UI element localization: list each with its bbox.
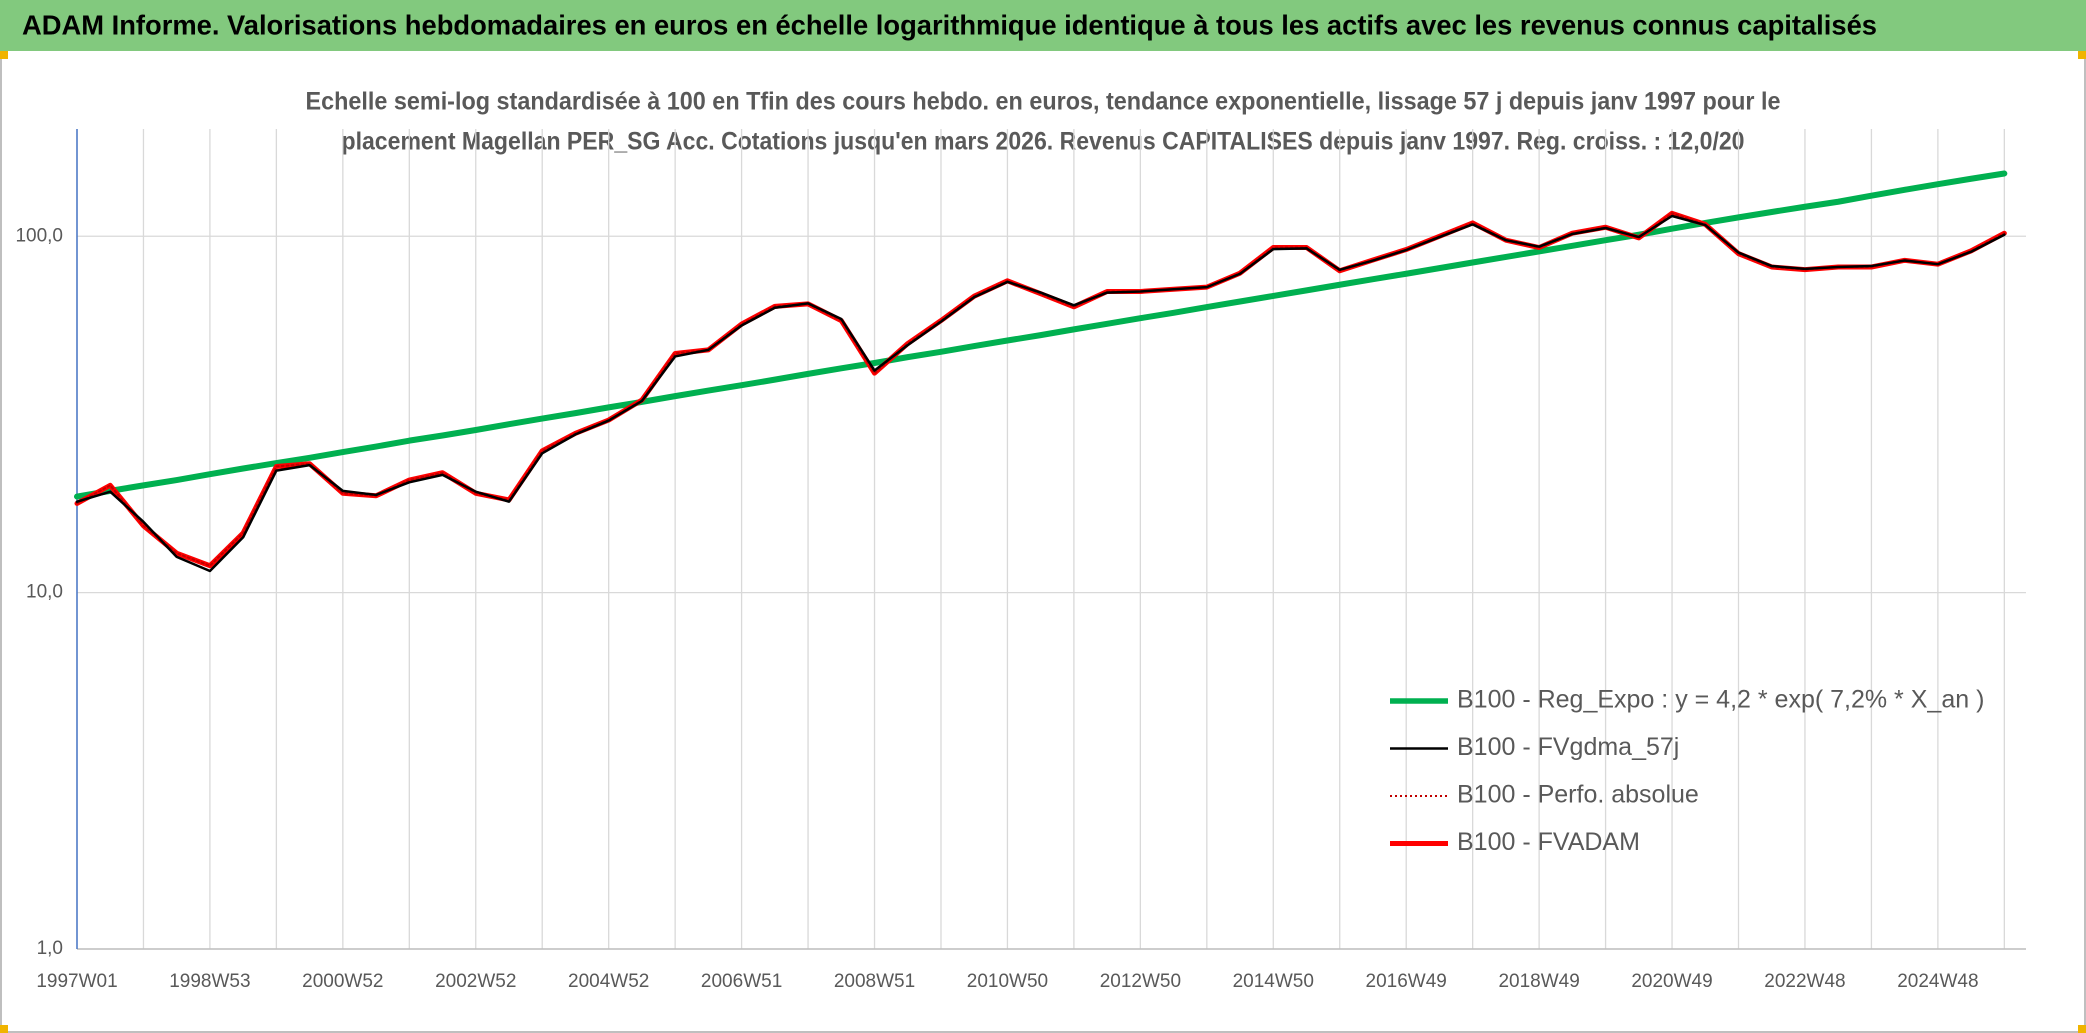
chart-title: ADAM Informe. Valorisations hebdomadaire… bbox=[22, 9, 1877, 40]
corner bbox=[0, 51, 8, 59]
banner bbox=[0, 0, 2086, 51]
corner bbox=[0, 1025, 8, 1033]
x-tick-label: 2010W50 bbox=[967, 971, 1048, 992]
x-tick-label: 2008W51 bbox=[834, 971, 915, 992]
x-tick-label: 2006W51 bbox=[701, 971, 782, 992]
legend-label: B100 - Reg_Expo : y = 4,2 * exp( 7,2% * … bbox=[1457, 686, 1984, 714]
legend-label: B100 - FVgdma_57j bbox=[1457, 733, 1679, 761]
series-line bbox=[74, 170, 2008, 500]
x-tick-label: 1997W01 bbox=[36, 971, 117, 992]
legend-label: B100 - FVADAM bbox=[1457, 828, 1640, 856]
x-tick-label: 1998W53 bbox=[169, 971, 250, 992]
y-tick-label: 1,0 bbox=[37, 938, 63, 959]
x-tick-label: 2002W52 bbox=[435, 971, 516, 992]
x-tick-label: 2022W48 bbox=[1764, 971, 1845, 992]
chart-subtitle: Echelle semi-log standardisée à 100 en T… bbox=[306, 88, 1781, 116]
x-tick-label: 2014W50 bbox=[1233, 971, 1314, 992]
y-tick-label: 10,0 bbox=[26, 582, 63, 603]
series-line bbox=[75, 214, 2006, 573]
x-tick-label: 2018W49 bbox=[1498, 971, 1579, 992]
x-tick-label: 2016W49 bbox=[1366, 971, 1447, 992]
x-tick-label: 2012W50 bbox=[1100, 971, 1181, 992]
x-tick-label: 2004W52 bbox=[568, 971, 649, 992]
x-tick-label: 2024W48 bbox=[1897, 971, 1978, 992]
x-tick-label: 2000W52 bbox=[302, 971, 383, 992]
x-tick-label: 2020W49 bbox=[1631, 971, 1712, 992]
corner bbox=[2078, 51, 2086, 59]
corner bbox=[2078, 1025, 2086, 1033]
y-tick-label: 100,0 bbox=[15, 225, 63, 246]
legend-label: B100 - Perfo. absolue bbox=[1457, 781, 1699, 809]
chart-subtitle: placement Magellan PER_SG Acc. Cotations… bbox=[342, 128, 1745, 156]
